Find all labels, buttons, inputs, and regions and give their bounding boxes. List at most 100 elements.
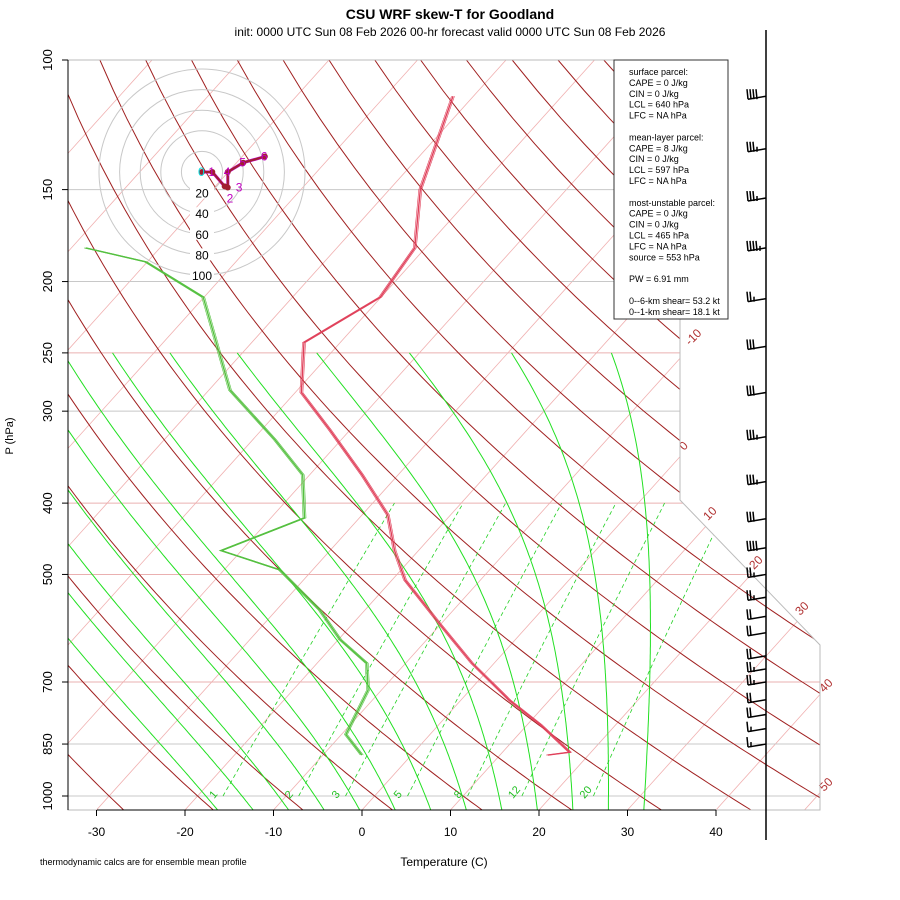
mixing-ratio-label: 12 bbox=[506, 784, 523, 801]
mixing-ratio-label: 5 bbox=[392, 789, 405, 801]
isotherm-line bbox=[68, 60, 595, 810]
barb-flag bbox=[749, 625, 752, 636]
mixing-ratio-label: 1 bbox=[207, 789, 220, 801]
mixing-ratio-label: 2 bbox=[283, 789, 296, 801]
isotherm-label: 10 bbox=[700, 504, 720, 524]
barb-flag bbox=[746, 141, 749, 152]
moist-adiabat bbox=[68, 352, 326, 810]
x-tick-label: -30 bbox=[88, 825, 106, 839]
barb-flag bbox=[749, 240, 752, 251]
dry-adiabat bbox=[68, 60, 395, 810]
y-tick-label: 400 bbox=[40, 492, 55, 514]
hodograph-height-label: 2 bbox=[227, 191, 234, 205]
temperature-line bbox=[302, 96, 572, 756]
dry-adiabat bbox=[68, 60, 216, 810]
wind-barb bbox=[746, 648, 767, 660]
barb-flag bbox=[746, 674, 749, 686]
info-line: LFC = NA hPa bbox=[629, 176, 687, 186]
wind-barb bbox=[746, 736, 767, 748]
barb-flag bbox=[752, 339, 755, 350]
barb-flag bbox=[746, 590, 749, 601]
mixing-ratio-line bbox=[467, 502, 617, 797]
isotherm-line bbox=[68, 60, 418, 810]
barb-flag bbox=[752, 141, 755, 152]
y-tick-label: 150 bbox=[40, 179, 55, 201]
dry-adiabat bbox=[833, 60, 900, 812]
isotherm-label: 0 bbox=[676, 438, 691, 453]
info-line: LFC = NA hPa bbox=[629, 241, 687, 251]
wind-barb bbox=[746, 721, 767, 733]
barb-flag bbox=[749, 540, 752, 551]
hodograph-point bbox=[209, 169, 216, 175]
info-line: CIN = 0 J/kg bbox=[629, 89, 679, 99]
info-line: CIN = 0 J/kg bbox=[629, 154, 679, 164]
barb-flag bbox=[746, 567, 749, 578]
isotherm-label: 40 bbox=[816, 676, 836, 696]
info-line: 0--6-km shear= 53.2 kt bbox=[629, 296, 720, 306]
moist-adiabat bbox=[68, 352, 397, 810]
wind-barb bbox=[746, 661, 767, 673]
hodograph-point bbox=[261, 153, 268, 160]
barb-flag bbox=[746, 707, 749, 718]
barb-flag bbox=[749, 567, 752, 578]
barb-flag bbox=[752, 190, 755, 202]
axes: 1 2 3 5 8 12 20-100102030405010015020025030040… bbox=[40, 49, 836, 839]
barb-flag bbox=[755, 540, 758, 551]
barb-flag bbox=[749, 692, 752, 703]
ring-label-bg bbox=[190, 248, 214, 261]
info-line: CAPE = 0 J/kg bbox=[629, 209, 688, 219]
wind-barb bbox=[746, 692, 767, 704]
isotherm-line bbox=[537, 60, 820, 810]
dewpoint-line bbox=[84, 247, 367, 756]
footnote: thermodynamic calcs are for ensemble mea… bbox=[40, 857, 247, 867]
barb-flag bbox=[746, 240, 749, 251]
x-tick-label: -10 bbox=[265, 825, 283, 839]
y-axis-label: P (hPa) bbox=[4, 417, 16, 454]
barb-flag bbox=[752, 429, 755, 440]
dry-adiabat bbox=[191, 60, 820, 810]
x-tick-label: 0 bbox=[359, 825, 366, 839]
barb-flag bbox=[752, 540, 755, 551]
barb-flag bbox=[746, 291, 749, 302]
barb-flag bbox=[746, 721, 749, 732]
isotherm-line bbox=[68, 60, 241, 810]
dry-adiabat bbox=[99, 60, 820, 810]
mixing-ratio-line bbox=[407, 502, 563, 797]
isotherm-line bbox=[68, 60, 684, 810]
y-tick-label: 100 bbox=[40, 49, 55, 71]
wind-barb bbox=[746, 291, 767, 303]
dry-adiabat bbox=[68, 60, 306, 810]
barb-flag bbox=[746, 339, 749, 350]
hodograph-point bbox=[224, 169, 231, 175]
barb-flag bbox=[746, 385, 749, 396]
info-line: LFC = NA hPa bbox=[629, 111, 687, 121]
mixing-ratio-label: 3 bbox=[330, 789, 343, 801]
dry-adiabat bbox=[786, 60, 820, 810]
barb-flag bbox=[749, 648, 752, 659]
info-line: CIN = 0 J/kg bbox=[629, 220, 679, 230]
wind-barb bbox=[746, 590, 767, 602]
dewpoint-line bbox=[87, 247, 370, 756]
dry-adiabat bbox=[282, 60, 820, 810]
mixing-ratio-line bbox=[222, 502, 395, 797]
barb-flag bbox=[746, 474, 749, 485]
isotherm-label: -10 bbox=[682, 326, 704, 348]
barb-flag bbox=[752, 511, 755, 522]
barb-flag bbox=[749, 291, 752, 302]
dry-adiabat bbox=[68, 60, 485, 810]
ring-label-bg bbox=[190, 269, 214, 281]
barb-flag bbox=[749, 609, 752, 620]
wind-barb bbox=[746, 240, 767, 252]
x-tick-label: 20 bbox=[532, 825, 546, 839]
hodograph-height-label: 0 bbox=[198, 165, 205, 179]
moist-adiabat bbox=[409, 352, 574, 810]
isotherm-label: 20 bbox=[746, 553, 766, 573]
hodograph-point bbox=[240, 159, 247, 166]
hodograph-ring-label: 100 bbox=[192, 269, 212, 283]
hodograph-height-label: 1 bbox=[208, 165, 215, 179]
mixing-ratio-line bbox=[521, 502, 665, 797]
barb-flag bbox=[746, 736, 749, 748]
isotherm-line bbox=[625, 60, 820, 810]
info-line: CAPE = 0 J/kg bbox=[629, 78, 688, 88]
barb-flag bbox=[752, 385, 755, 396]
